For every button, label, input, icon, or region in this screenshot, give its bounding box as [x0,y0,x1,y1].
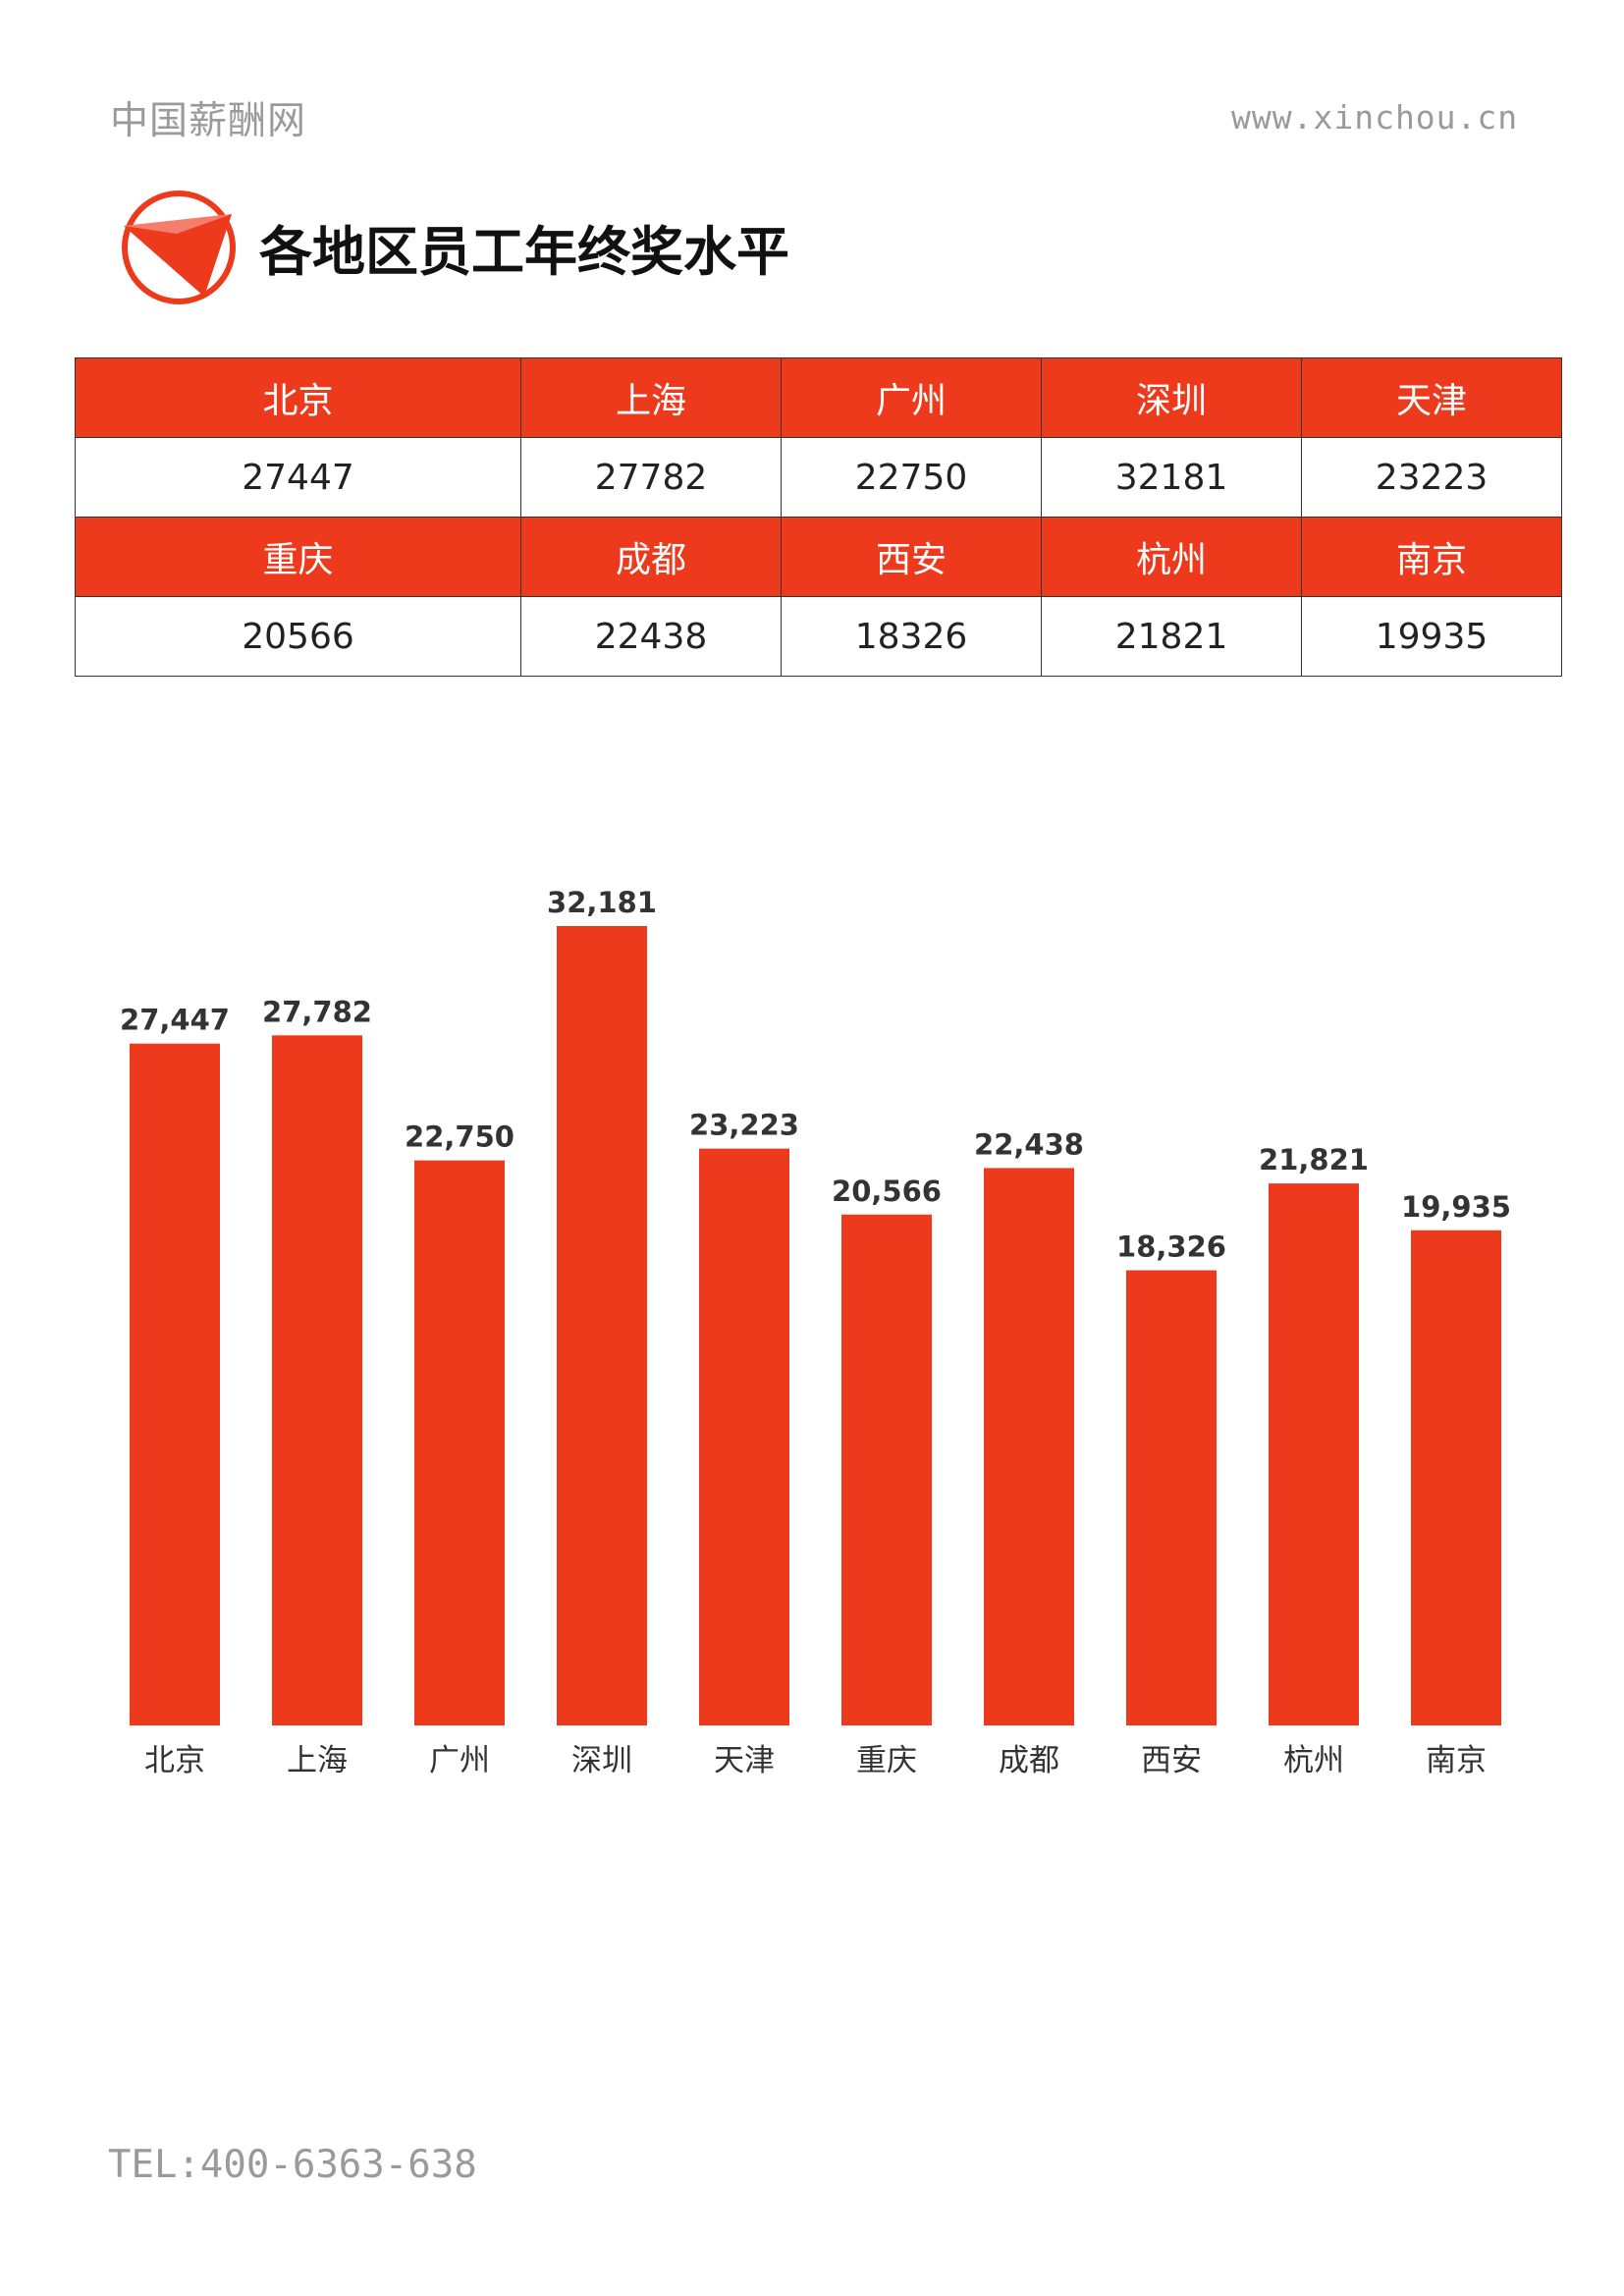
bonus-bar-chart: 27,447 北京 27,782 上海 22,750 广州 32,181 深圳 23,223 天津… [120,886,1511,1778]
x-tick-label: 西安 [1141,1743,1202,1778]
table-value-cell: 27447 [75,437,521,518]
table-city-cell: 成都 [520,517,782,597]
table-row: 20566 22438 18326 21821 19935 [75,596,1562,677]
bar-9 [1269,1183,1359,1725]
bar-value-label: 22,750 [405,1121,514,1154]
table-city-cell: 重庆 [75,517,521,597]
table-value-cell: 20566 [75,596,521,677]
bar-7 [984,1168,1074,1725]
bar-value-label: 23,223 [689,1109,799,1142]
bar-5 [699,1148,789,1725]
table-row: 27447 27782 22750 32181 23223 [75,437,1562,518]
table-value-cell: 27782 [520,437,782,518]
x-tick-label: 广州 [429,1743,490,1778]
bar-value-label: 20,566 [832,1175,942,1208]
x-tick-label: 上海 [287,1743,348,1778]
table-city-cell: 天津 [1301,357,1562,438]
table-city-cell: 北京 [75,357,521,438]
table-value-cell: 18326 [781,596,1042,677]
bar-value-label: 19,935 [1401,1190,1511,1224]
bar-1 [130,1043,220,1725]
table-city-cell: 杭州 [1041,517,1302,597]
table-value-cell: 22750 [781,437,1042,518]
x-tick-label: 重庆 [856,1743,917,1778]
bar-3 [414,1160,505,1725]
site-url: www.xinchou.cn [1231,98,1519,137]
x-tick-label: 北京 [144,1743,205,1778]
table-value-cell: 23223 [1301,437,1562,518]
table-city-cell: 南京 [1301,517,1562,597]
bar-value-label: 27,447 [120,1004,230,1037]
x-tick-label: 成都 [999,1743,1059,1778]
bar-2 [272,1035,362,1725]
table-city-cell: 上海 [520,357,782,438]
bar-value-label: 22,438 [974,1127,1084,1161]
table-value-cell: 19935 [1301,596,1562,677]
table-city-cell: 西安 [781,517,1042,597]
x-tick-label: 天津 [714,1743,775,1778]
bar-10 [1411,1230,1501,1725]
city-bonus-table: 北京 上海 广州 深圳 天津 27447 27782 22750 32181 23223 重庆 成都西… [75,357,1562,677]
table-header-row: 重庆 成都 西安 杭州 南京 [75,517,1562,597]
bar-value-label: 27,782 [262,995,372,1028]
bar-8 [1126,1270,1217,1725]
logo-icon [122,191,236,304]
bar-value-label: 32,181 [547,886,657,919]
table-value-cell: 21821 [1041,596,1302,677]
footer-tel: TEL:400-6363-638 [108,2143,477,2187]
bar-value-label: 18,326 [1116,1230,1226,1264]
bar-4 [557,926,647,1725]
page-title: 各地区员工年终奖水平 [259,221,789,283]
table-city-cell: 广州 [781,357,1042,438]
bar-6 [841,1214,932,1725]
x-tick-label: 南京 [1426,1743,1487,1778]
table-header-row: 北京 上海 广州 深圳 天津 [75,357,1562,438]
x-tick-label: 深圳 [571,1743,632,1778]
x-tick-label: 杭州 [1283,1743,1344,1778]
brand-name: 中国薪酬网 [110,99,307,143]
table-value-cell: 32181 [1041,437,1302,518]
bar-value-label: 21,821 [1259,1143,1369,1176]
table-value-cell: 22438 [520,596,782,677]
table-city-cell: 深圳 [1041,357,1302,438]
